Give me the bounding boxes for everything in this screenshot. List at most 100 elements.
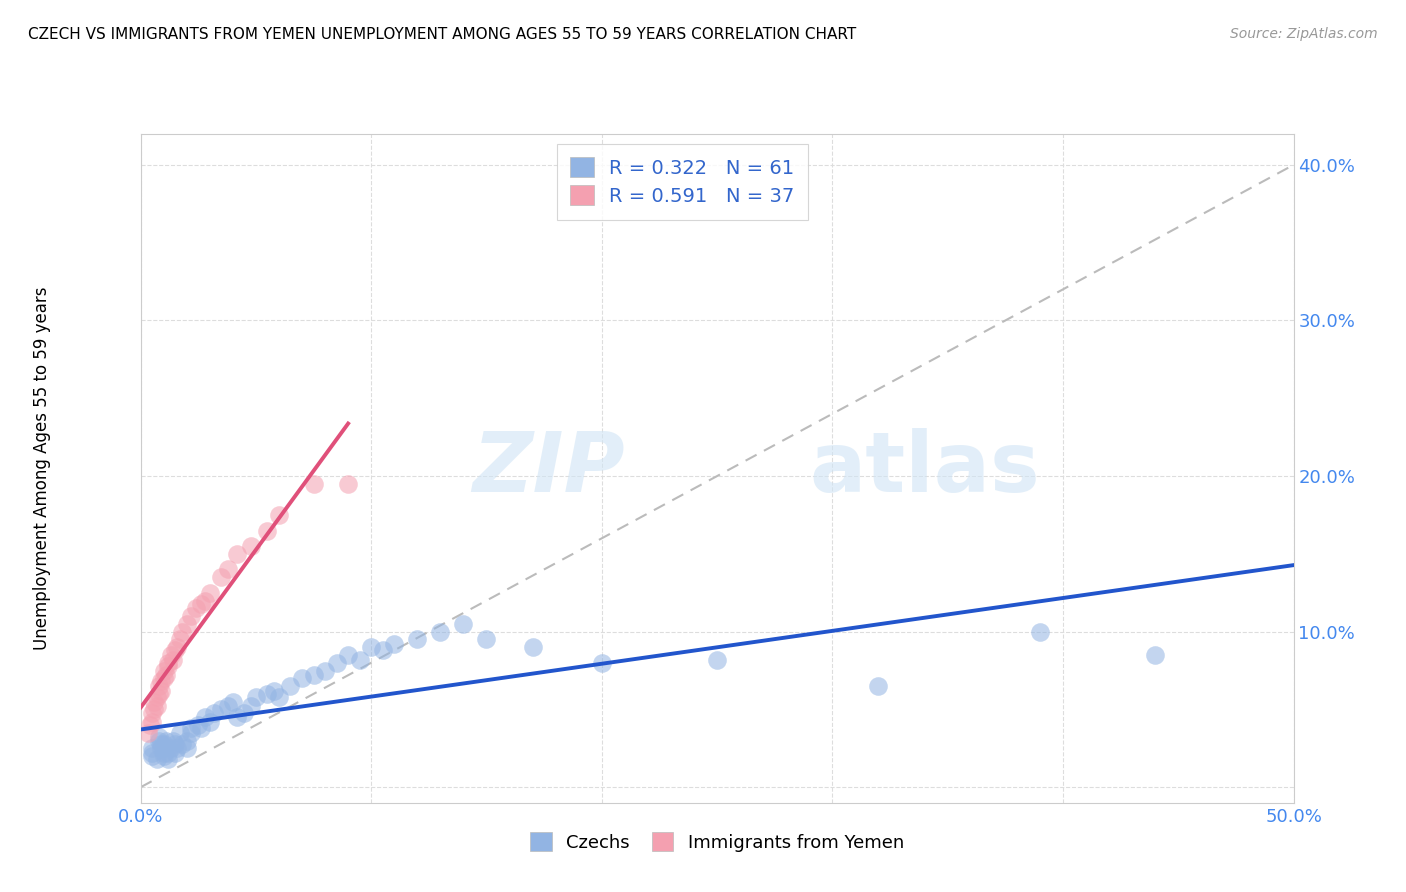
Point	[291, 671, 314, 685]
Point	[256, 687, 278, 701]
Point	[166, 640, 188, 655]
Point	[155, 668, 177, 682]
Point	[145, 690, 167, 704]
Point	[184, 601, 207, 615]
Point	[453, 616, 475, 631]
Point	[145, 752, 167, 766]
Point	[325, 656, 347, 670]
Point	[382, 637, 405, 651]
Point	[240, 539, 263, 553]
Point	[148, 731, 170, 745]
Point	[1029, 624, 1052, 639]
Point	[190, 721, 212, 735]
Point	[141, 714, 163, 729]
Point	[141, 749, 163, 764]
Point	[159, 648, 181, 662]
Point	[141, 746, 163, 760]
Text: CZECH VS IMMIGRANTS FROM YEMEN UNEMPLOYMENT AMONG AGES 55 TO 59 YEARS CORRELATIO: CZECH VS IMMIGRANTS FROM YEMEN UNEMPLOYM…	[28, 27, 856, 42]
Point	[152, 737, 174, 751]
Point	[150, 741, 173, 756]
Point	[209, 570, 232, 584]
Point	[314, 664, 336, 678]
Point	[198, 714, 221, 729]
Text: Source: ZipAtlas.com: Source: ZipAtlas.com	[1230, 27, 1378, 41]
Point	[190, 597, 212, 611]
Point	[152, 749, 174, 764]
Point	[176, 616, 198, 631]
Point	[143, 702, 166, 716]
Point	[226, 710, 249, 724]
Point	[217, 699, 239, 714]
Point	[152, 746, 174, 760]
Point	[302, 668, 325, 682]
Point	[157, 746, 180, 760]
Point	[157, 656, 180, 670]
Point	[522, 640, 544, 655]
Point	[371, 643, 394, 657]
Point	[180, 721, 202, 735]
Point	[139, 718, 162, 732]
Point	[337, 648, 360, 662]
Point	[172, 624, 194, 639]
Point	[176, 733, 198, 747]
Point	[169, 632, 191, 647]
Point	[152, 741, 174, 756]
Point	[233, 706, 256, 720]
Point	[202, 706, 225, 720]
Point	[166, 741, 188, 756]
Point	[172, 737, 194, 751]
Point	[267, 508, 290, 522]
Point	[222, 695, 245, 709]
Point	[162, 733, 184, 747]
Point	[226, 547, 249, 561]
Point	[136, 726, 159, 740]
Point	[165, 746, 187, 760]
Point	[429, 624, 451, 639]
Point	[302, 476, 325, 491]
Point	[198, 586, 221, 600]
Point	[162, 653, 184, 667]
Point	[155, 733, 177, 747]
Point	[240, 699, 263, 714]
Point	[157, 659, 180, 673]
Point	[152, 664, 174, 678]
Point	[245, 690, 267, 704]
Point	[349, 653, 371, 667]
Point	[209, 702, 232, 716]
Point	[141, 741, 163, 756]
Point	[706, 653, 728, 667]
Point	[267, 690, 290, 704]
Point	[159, 741, 181, 756]
Point	[280, 679, 302, 693]
Point	[157, 752, 180, 766]
Point	[187, 718, 209, 732]
Point	[150, 737, 173, 751]
Text: ZIP: ZIP	[472, 428, 624, 508]
Point	[406, 632, 429, 647]
Point	[145, 699, 167, 714]
Point	[591, 656, 613, 670]
Point	[148, 679, 170, 693]
Point	[868, 679, 890, 693]
Legend: Czechs, Immigrants from Yemen: Czechs, Immigrants from Yemen	[522, 823, 912, 861]
Point	[194, 710, 217, 724]
Point	[176, 741, 198, 756]
Point	[148, 687, 170, 701]
Text: atlas: atlas	[810, 428, 1040, 508]
Point	[165, 737, 187, 751]
Point	[263, 683, 285, 698]
Point	[148, 733, 170, 747]
Point	[169, 726, 191, 740]
Point	[475, 632, 498, 647]
Point	[256, 524, 278, 538]
Point	[337, 476, 360, 491]
Point	[217, 562, 239, 576]
Text: Unemployment Among Ages 55 to 59 years: Unemployment Among Ages 55 to 59 years	[34, 286, 51, 650]
Point	[180, 609, 202, 624]
Point	[180, 726, 202, 740]
Point	[143, 695, 166, 709]
Point	[152, 671, 174, 685]
Point	[1144, 648, 1167, 662]
Point	[141, 706, 163, 720]
Point	[194, 593, 217, 607]
